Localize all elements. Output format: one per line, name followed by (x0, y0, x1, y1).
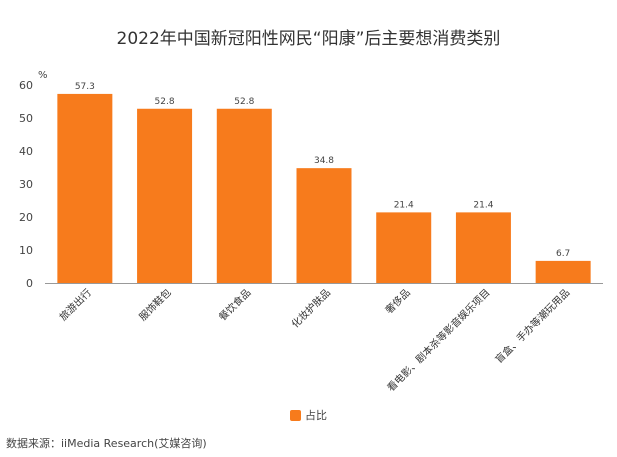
y-axis-unit: % (38, 70, 48, 81)
data-label: 6.7 (556, 249, 570, 259)
y-tick-label: 60 (19, 79, 33, 92)
source-note: 数据来源：iiMedia Research(艾媒咨询) (6, 437, 207, 450)
chart-title: 2022年中国新冠阳性网民“阳康”后主要想消费类别 (116, 29, 501, 49)
y-tick-label: 0 (26, 277, 33, 290)
x-tick-label: 服饰鞋包 (136, 286, 173, 323)
legend-label: 占比 (305, 409, 327, 422)
x-tick-label: 餐饮食品 (216, 286, 253, 323)
data-label: 52.8 (155, 97, 175, 107)
data-label: 52.8 (234, 97, 254, 107)
data-label: 21.4 (394, 200, 414, 210)
bar (455, 212, 511, 283)
bar (57, 93, 113, 283)
y-tick-label: 20 (19, 211, 33, 224)
bar (296, 168, 352, 283)
x-tick-label: 旅游出行 (57, 286, 94, 323)
x-tick-label: 盲盒、手办等潮玩用品 (492, 286, 572, 366)
y-tick-label: 50 (19, 112, 33, 125)
y-tick-label: 30 (19, 178, 33, 191)
data-label: 21.4 (473, 200, 493, 210)
x-tick-label: 奢侈品 (382, 286, 412, 316)
data-label: 57.3 (75, 82, 95, 92)
legend: 占比 (0, 407, 617, 423)
bar (216, 108, 272, 283)
data-label: 34.8 (314, 156, 334, 166)
bar (137, 108, 193, 283)
y-tick-label: 10 (19, 244, 33, 257)
legend-swatch (290, 409, 301, 421)
y-tick-label: 40 (19, 145, 33, 158)
bar (376, 212, 432, 283)
x-tick-label: 化妆护肤品 (289, 286, 334, 331)
bar (535, 260, 591, 283)
